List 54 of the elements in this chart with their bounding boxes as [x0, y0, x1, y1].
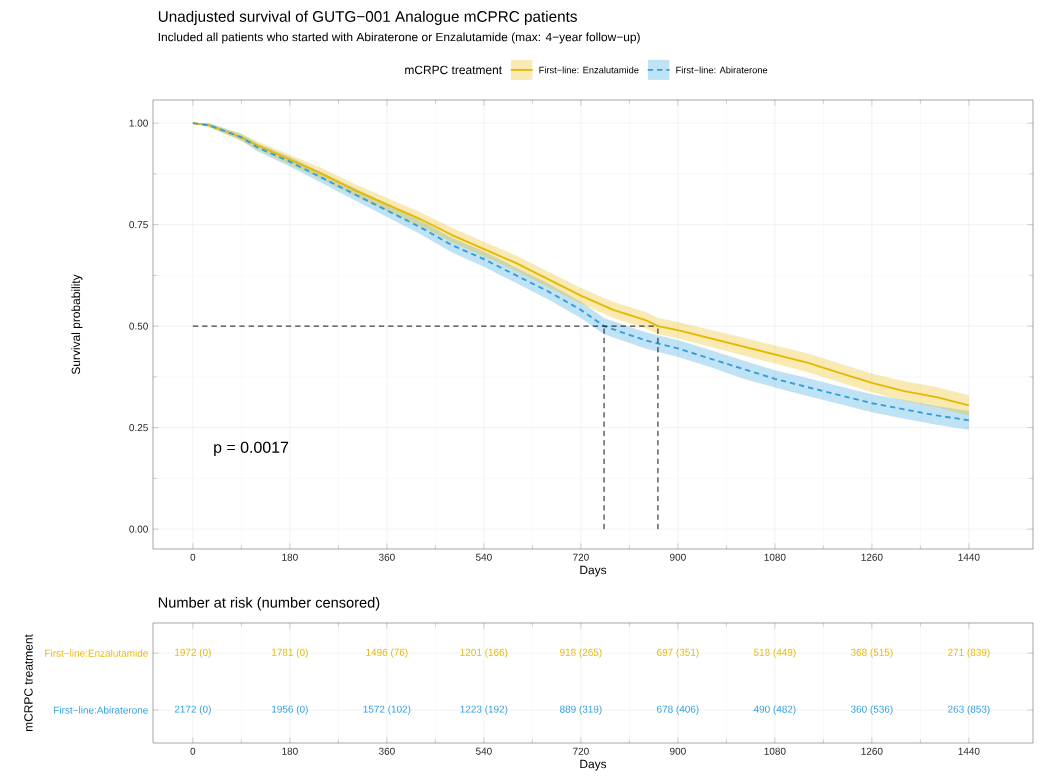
text: 1972 (0): [175, 648, 211, 658]
annotation: p = 0.0017: [214, 441, 289, 457]
text: 368 (515): [850, 648, 893, 658]
y-tick-label: 0.25: [129, 424, 148, 432]
x-tick-label: 1440: [958, 747, 980, 755]
legend-label: First−line: Abiraterone: [676, 66, 768, 74]
x-tick-label: 180: [282, 553, 298, 561]
text: 1201 (166): [460, 648, 508, 658]
x-tick-label: 360: [378, 747, 395, 755]
text: 2172 (0): [174, 705, 211, 715]
y-tick-label: 0.75: [129, 221, 148, 229]
x-tick-label: 1260: [861, 553, 883, 561]
y-tick-label: 1.00: [129, 119, 148, 127]
text: 1956 (0): [272, 705, 308, 715]
x-tick-label: 0: [190, 553, 196, 561]
y-tick-label: First−line:Abiraterone: [54, 706, 148, 714]
x-tick-label: 1440: [958, 553, 980, 561]
text: 918 (265): [560, 648, 602, 658]
text: 678 (406): [657, 705, 699, 715]
y-tick-label: 0.00: [129, 525, 148, 533]
text: 1496 (76): [366, 648, 408, 658]
x-tick-label: 1260: [861, 747, 883, 755]
text: 360 (536): [850, 705, 893, 715]
x-tick-label: 0: [190, 747, 196, 755]
text: 1223 (192): [460, 705, 508, 715]
text: 490 (482): [753, 705, 796, 715]
x-tick-label: 1080: [764, 553, 786, 561]
x-tick-label: 720: [573, 747, 589, 755]
y-tick-label: 0.50: [129, 322, 148, 330]
legend-title: mCRPC treatment: [405, 65, 502, 75]
text: 889 (319): [559, 705, 602, 715]
chart-subtitle: Included all patients who started with Abiraterone or Enzalutamide (max: 4−year follow−up): [158, 32, 640, 44]
y-axis-title: Survival probability: [71, 274, 83, 375]
text: 271 (839): [948, 648, 990, 658]
x-tick-label: 180: [282, 747, 298, 755]
text: 263 (853): [948, 705, 990, 715]
text: 1781 (0): [272, 648, 308, 658]
legend-label: First−line: Enzalutamide: [539, 66, 639, 74]
text: 697 (351): [657, 648, 699, 658]
x-tick-label: 900: [670, 747, 686, 755]
x-tick-label: 360: [378, 553, 395, 561]
chart-title: Unadjusted survival of GUTG−001 Analogue mCPRC patients: [158, 10, 577, 25]
text: 1572 (102): [363, 705, 411, 715]
text: 518 (449): [753, 648, 796, 658]
x-tick-label: 900: [670, 553, 686, 561]
x-tick-label: 540: [475, 747, 492, 755]
x-tick-label: 720: [573, 553, 589, 561]
x-tick-label: 1080: [764, 747, 786, 755]
x-tick-label: 540: [475, 553, 492, 561]
y-axis-title: mCRPC treatment: [24, 634, 33, 732]
chart-title: Number at risk (number censored): [158, 596, 380, 611]
x-axis-title: Days: [580, 565, 607, 577]
x-axis-title: Days: [580, 759, 607, 771]
y-tick-label: First−line:Enzalutamide: [45, 649, 148, 657]
